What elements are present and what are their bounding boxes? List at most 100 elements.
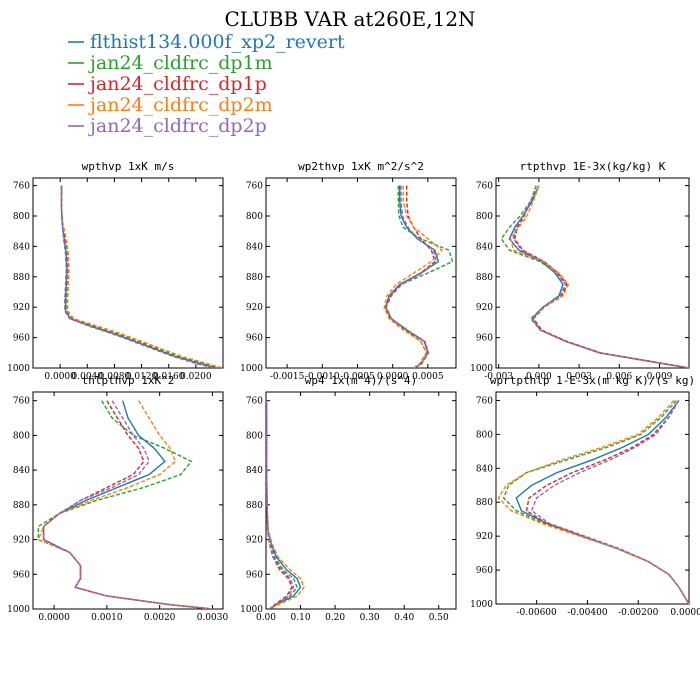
series-line [383,185,443,368]
y-tick-label: 760 [13,182,30,192]
panel-title: wp2thvp 1xK m^2/s^2 [298,160,424,173]
legend-label: jan24_cldfrc_dp2p [88,115,267,137]
legend-label: jan24_cldfrc_dp2m [88,94,273,116]
series-line [509,185,689,368]
y-tick-label: 800 [13,431,30,441]
chart-panel: thlpthvp 1xK^2 760 800 840 880 920 960 1000 0.00… [7,374,228,623]
x-tick-label: 0.0000 [377,372,409,382]
figure-title: CLUBB VAR at260E,12N [224,7,475,31]
chart-panel: wprtpthlp 1-E-3x(m kg K)/(s kg) 760 800 840… [470,374,700,618]
series-line [266,400,302,609]
y-tick-label: 840 [13,466,30,476]
series-line [42,400,213,609]
series-line [530,400,689,604]
x-tick-label: 0.0020 [144,613,176,623]
y-tick-label: 760 [13,397,30,407]
y-tick-label: 960 [13,334,30,344]
series-group [500,185,689,368]
y-tick-label: 840 [246,466,263,476]
legend-entry: jan24_cldfrc_dp2m [68,94,273,116]
chart-panel: wpthvp 1xK m/s 760 800 840 880 920 960 1000 0.00… [7,160,224,382]
series-line [266,400,305,609]
y-tick-label: 880 [476,273,493,283]
x-tick-label: -0.00600 [516,608,557,618]
legend-entry: jan24_cldfrc_dp2p [68,115,267,137]
x-tick-label: -0.003 [484,372,513,382]
x-tick-label: 0.50 [429,613,449,623]
x-tick-label: 0.0160 [153,372,185,382]
y-tick-label: 960 [246,334,263,344]
x-tick-label: 0.0000 [44,372,76,382]
y-tick-label: 1000 [240,364,263,374]
x-tick-label: 0.0080 [99,372,131,382]
series-line [266,400,295,609]
y-tick-label: 880 [13,273,30,283]
chart-panel: wp4 1x(m^4)/(s^4)76080084088092096010000… [240,374,457,623]
y-tick-label: 920 [13,536,30,546]
x-tick-label: 0.0010 [91,613,123,623]
y-tick-label: 760 [246,182,263,192]
x-tick-label: 0.003 [566,372,592,382]
y-tick-label: 960 [246,570,263,580]
series-line [497,400,689,604]
y-tick-label: 800 [476,212,493,222]
y-tick-label: 960 [476,334,493,344]
y-tick-label: 1000 [7,364,30,374]
y-tick-label: 800 [246,431,263,441]
series-line [514,185,689,368]
y-tick-label: 1000 [240,605,263,615]
y-tick-label: 760 [476,396,493,406]
series-line [515,400,689,604]
x-tick-label: 0.0005 [412,372,444,382]
series-line [60,185,223,368]
y-tick-label: 800 [476,430,493,440]
x-tick-label: -0.0005 [340,372,375,382]
x-tick-label: 0.10 [291,613,311,623]
y-tick-label: 840 [476,464,493,474]
plot-frame [495,391,690,605]
series-line [60,185,214,368]
x-tick-label: -0.0010 [305,372,340,382]
y-tick-label: 920 [476,532,493,542]
y-tick-label: 920 [13,303,30,313]
y-tick-label: 920 [246,536,263,546]
plot-frame [32,391,224,610]
legend: flthist134.000f_xp2_revertjan24_cldfrc_d… [68,31,345,137]
series-line [525,400,689,604]
x-tick-label: 0.0200 [180,372,212,382]
legend-label: flthist134.000f_xp2_revert [90,31,345,53]
panel-title: rtpthvp 1E-3x(kg/kg) K [520,160,666,173]
series-line [384,185,436,368]
series-group [266,400,305,609]
legend-label: jan24_cldfrc_dp1p [88,73,267,95]
x-tick-label: 0.00 [256,613,276,623]
series-line [384,185,440,368]
legend-label: jan24_cldfrc_dp1m [88,52,273,74]
series-line [384,185,454,368]
series-line [266,400,293,609]
y-tick-label: 880 [246,501,263,511]
series-group [497,400,689,604]
x-tick-label: 0.30 [360,613,380,623]
series-line [512,185,689,368]
chart-panel: wp2thvp 1xK m^2/s^2 760 800 840 880 920 960 100… [240,160,457,382]
series-group [60,185,223,368]
series-line [502,400,689,604]
y-tick-label: 800 [246,212,263,222]
chart-panel: rtpthvp 1E-3x(kg/kg) K 760 800 840 880 920 960… [470,160,690,382]
y-tick-label: 840 [246,242,263,252]
panel-title: thlpthvp 1xK^2 [82,374,175,387]
y-tick-label: 920 [246,303,263,313]
x-tick-label: -0.0015 [270,372,305,382]
plot-frame [265,391,457,610]
legend-entry: flthist134.000f_xp2_revert [68,31,345,53]
series-group [37,400,213,609]
panel-grid: wpthvp 1xK m/s76080084088092096010000.00… [7,160,700,623]
y-tick-label: 880 [13,501,30,511]
plot-frame [32,177,224,369]
y-tick-label: 880 [246,273,263,283]
x-tick-label: 0.0000 [38,613,70,623]
y-tick-label: 1000 [7,605,30,615]
panel-title: wpthvp 1xK m/s [82,160,175,173]
